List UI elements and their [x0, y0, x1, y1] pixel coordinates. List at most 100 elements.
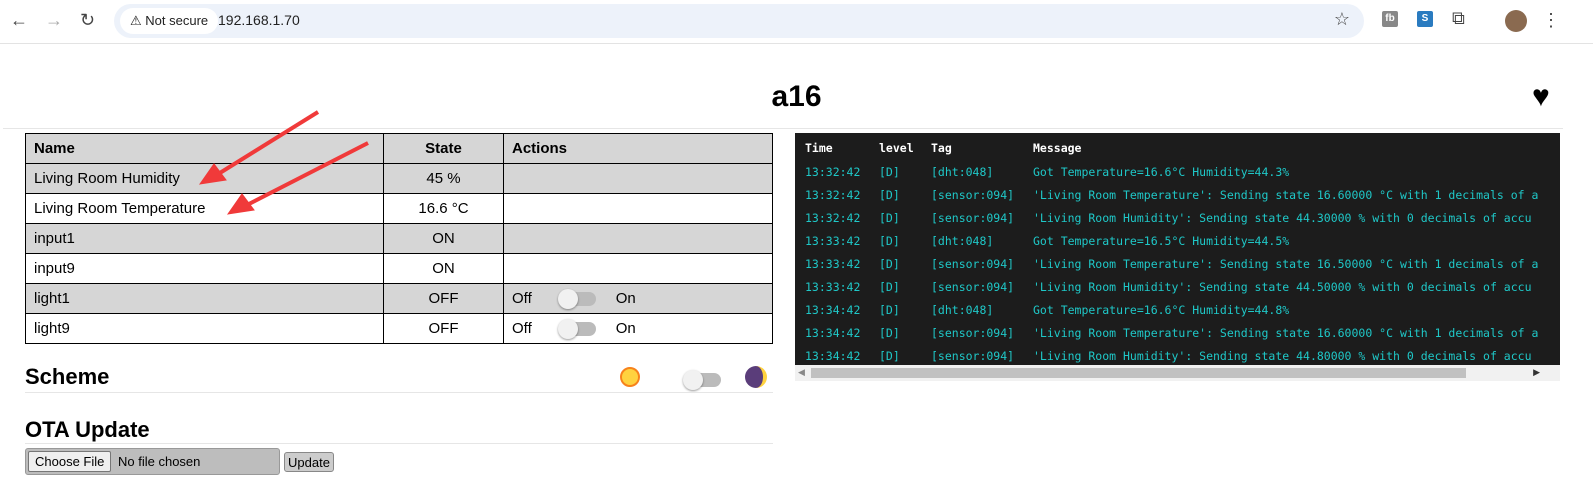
file-status: No file chosen [118, 454, 201, 469]
forward-icon[interactable]: → [45, 10, 63, 30]
moon-icon [745, 366, 767, 388]
file-input[interactable]: Choose File No file chosen [25, 448, 280, 475]
log-time: 13:32:42 [805, 188, 861, 202]
log-time: 13:33:42 [805, 280, 861, 294]
on-label: On [615, 320, 636, 337]
entity-actions [503, 223, 773, 254]
arrow-temperature [244, 141, 369, 208]
bookmark-star-icon[interactable]: ☆ [1333, 9, 1350, 29]
log-tag: [dht:048] [931, 303, 994, 317]
entity-table: Name State Actions Living Room Humidity 4… [25, 133, 773, 344]
entity-state: OFF [383, 313, 504, 344]
page-title: a16 [771, 80, 822, 113]
header-actions: Actions [503, 133, 773, 164]
log-time: Time [805, 141, 833, 155]
entity-name: input1 [25, 223, 384, 254]
update-button[interactable]: Update [284, 452, 334, 472]
log-time: 13:33:42 [805, 234, 861, 248]
arrow-temperature-head [226, 193, 255, 215]
heart-icon[interactable]: ♥ [1532, 80, 1550, 113]
arrow-humidity [213, 110, 320, 178]
log-level: [D] [879, 280, 900, 294]
table-row: Living Room Humidity 45 % [25, 163, 773, 194]
log-tag: [sensor:094] [931, 211, 1015, 225]
log-time: 13:32:42 [805, 211, 861, 225]
log-message: Got Temperature=16.6°C Humidity=44.3% [1033, 165, 1290, 179]
extension-s-icon[interactable]: S [1417, 11, 1433, 27]
table-row: input1 ON [25, 223, 773, 254]
log-time: 13:33:42 [805, 257, 861, 271]
log-level: [D] [879, 303, 900, 317]
log-tag: [sensor:094] [931, 349, 1015, 363]
scrollbar-thumb[interactable] [811, 368, 1466, 378]
log-message: Message [1033, 141, 1082, 155]
choose-file-button[interactable]: Choose File [28, 451, 112, 472]
profile-avatar[interactable] [1505, 10, 1527, 32]
log-tag: [sensor:094] [931, 188, 1015, 202]
entity-actions [503, 193, 773, 224]
not-secure-label: Not secure [145, 13, 209, 28]
entity-name: Living Room Temperature [25, 193, 384, 224]
entity-state: 45 % [383, 163, 504, 194]
off-label: Off [512, 320, 532, 337]
scroll-right-icon[interactable]: ▶ [1533, 367, 1540, 377]
divider [3, 128, 1563, 129]
reload-icon[interactable]: ↻ [80, 10, 96, 30]
log-message: Got Temperature=16.5°C Humidity=44.5% [1033, 234, 1290, 248]
log-message: 'Living Room Humidity': Sending state 44… [1033, 349, 1532, 363]
menu-kebab-icon[interactable]: ⋮ [1542, 10, 1560, 30]
log-message: Got Temperature=16.6°C Humidity=44.8% [1033, 303, 1290, 317]
log-tag: Tag [931, 141, 952, 155]
log-level: [D] [879, 188, 900, 202]
extensions-puzzle-icon[interactable]: ⧉ [1452, 8, 1465, 28]
header-state: State [383, 133, 504, 164]
entity-state: ON [383, 223, 504, 254]
entity-actions: Off On [503, 283, 773, 314]
entity-actions: Off On [503, 313, 773, 344]
ota-divider [25, 443, 773, 444]
arrow-humidity-head [198, 163, 227, 185]
log-horizontal-scrollbar[interactable]: ◀ ▶ [795, 365, 1560, 381]
extension-fb-icon[interactable]: fb [1382, 11, 1398, 27]
log-tag: [dht:048] [931, 234, 994, 248]
scheme-toggle[interactable] [683, 370, 721, 390]
log-message: 'Living Room Temperature': Sending state… [1033, 257, 1539, 271]
table-header: Name State Actions [25, 133, 773, 164]
log-tag: [sensor:094] [931, 326, 1015, 340]
browser-toolbar: ← → ↻ ⚠ Not secure 192.168.1.70 ☆ fb S ⧉… [0, 0, 1593, 44]
url-text[interactable]: 192.168.1.70 [218, 12, 300, 28]
log-level: [D] [879, 211, 900, 225]
back-icon[interactable]: ← [10, 10, 28, 30]
log-time: 13:34:42 [805, 349, 861, 363]
entity-actions [503, 163, 773, 194]
address-bar[interactable]: ⚠ Not secure 192.168.1.70 ☆ [114, 4, 1364, 38]
log-time: 13:34:42 [805, 303, 861, 317]
log-message: 'Living Room Humidity': Sending state 44… [1033, 280, 1532, 294]
log-tag: [dht:048] [931, 165, 994, 179]
light9-toggle[interactable] [557, 319, 596, 340]
entity-state: OFF [383, 283, 504, 314]
sun-icon [620, 367, 640, 387]
header-name: Name [25, 133, 384, 164]
entity-name: input9 [25, 253, 384, 284]
log-level: [D] [879, 326, 900, 340]
not-secure-badge[interactable]: ⚠ Not secure [120, 8, 219, 34]
log-tag: [sensor:094] [931, 257, 1015, 271]
log-level: [D] [879, 165, 900, 179]
log-level: [D] [879, 257, 900, 271]
log-level: [D] [879, 349, 900, 363]
table-row: input9 ON [25, 253, 773, 284]
entity-name: light9 [25, 313, 384, 344]
on-label: On [615, 290, 636, 307]
light1-toggle[interactable] [557, 289, 596, 310]
table-row: light9 OFF Off On [25, 313, 773, 344]
scroll-left-icon[interactable]: ◀ [798, 367, 805, 377]
log-time: 13:34:42 [805, 326, 861, 340]
log-panel: Time level Tag Message 13:32:42 [D] [dht:048] G… [795, 133, 1560, 365]
log-tag: [sensor:094] [931, 280, 1015, 294]
table-row: Living Room Temperature 16.6 °C [25, 193, 773, 224]
scheme-divider [25, 392, 773, 393]
log-message: 'Living Room Humidity': Sending state 44… [1033, 211, 1532, 225]
log-level: level [879, 141, 914, 155]
log-time: 13:32:42 [805, 165, 861, 179]
